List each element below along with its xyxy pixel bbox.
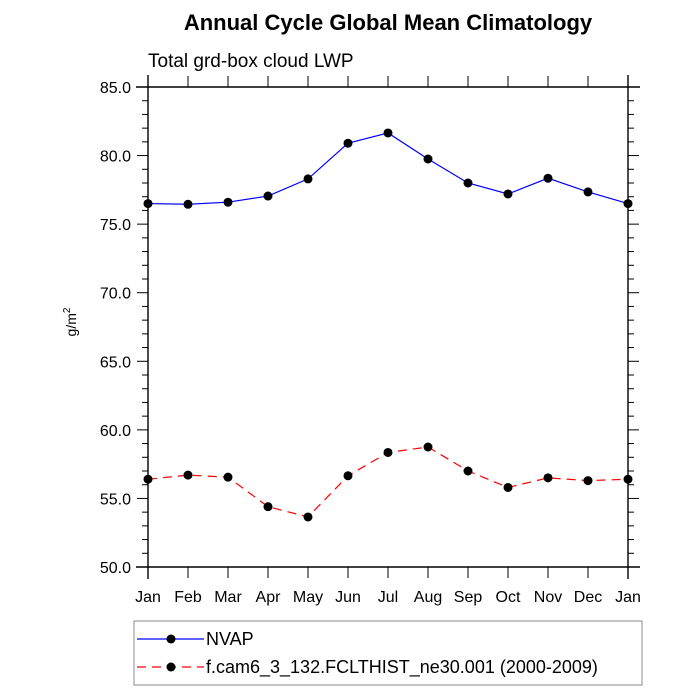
x-tick-label: Apr [256,589,282,606]
legend-item: f.cam6_3_132.FCLTHIST_ne30.001 (2000-200… [137,657,598,678]
data-point [263,502,273,512]
x-tick-label: Jun [335,589,361,606]
data-point [423,154,433,164]
data-point [303,512,313,522]
series-line [147,132,629,205]
data-point [383,447,393,457]
y-tick-label: 85.0 [100,80,131,97]
x-tick-label: Oct [496,589,521,606]
data-point [223,197,233,207]
legend-marker [166,662,176,672]
x-axis-ticks: Jan Feb Mar Apr May Jun Jul Aug Sep Oct Nov Dec Jan [135,76,641,606]
legend-item: NVAP [137,629,254,649]
data-point [463,178,473,188]
series-0 [143,128,633,209]
legend-label: NVAP [206,629,254,649]
y-axis-label-unit: g/m [63,313,79,336]
y-tick-label: 80.0 [100,149,131,166]
data-point [503,482,513,492]
y-tick-label: 60.0 [100,423,131,440]
chart-title: Annual Cycle Global Mean Climatology [184,10,593,35]
data-point [343,138,353,148]
y-tick-label: 65.0 [100,354,131,371]
y-axis-ticks: 50.0 55.0 60.0 65.0 70.0 75.0 80.0 85.0 [100,80,639,577]
data-point [543,473,553,483]
data-point [343,471,353,481]
data-point [623,199,633,209]
legend-box [133,620,643,686]
series-group [143,128,633,522]
data-point [143,474,153,484]
data-point [583,476,593,486]
x-tick-label: Jan [615,589,641,606]
x-tick-label: Dec [574,589,602,606]
x-tick-label: Nov [534,589,562,606]
data-point [583,187,593,197]
data-point [463,466,473,476]
data-point [263,191,273,201]
chart-subtitle: Total grd-box cloud LWP [148,51,354,72]
data-point [503,189,513,199]
data-point [143,199,153,209]
x-tick-label: May [293,589,323,606]
y-tick-label: 55.0 [100,491,131,508]
series-line [147,446,629,518]
legend: NVAP f.cam6_3_132.FCLTHIST_ne30.001 (2000… [133,620,643,686]
y-axis-label-superscript: 2 [62,307,73,313]
data-point [223,472,233,482]
axes [136,75,640,579]
data-point [183,199,193,209]
x-tick-label: Mar [214,589,242,606]
legend-label: f.cam6_3_132.FCLTHIST_ne30.001 (2000-200… [206,657,598,678]
y-axis-label-group: g/m2 [62,307,79,336]
x-tick-label: Jul [378,589,398,606]
y-axis-label: g/m2 [62,307,79,336]
y-tick-label: 75.0 [100,217,131,234]
y-tick-label: 70.0 [100,286,131,303]
data-point [303,174,313,184]
data-point [623,474,633,484]
data-point [383,128,393,138]
data-point [183,470,193,480]
x-tick-label: Aug [414,589,442,606]
x-tick-label: Sep [454,589,483,606]
legend-marker [166,634,176,644]
data-point [423,442,433,452]
x-tick-label: Jan [135,589,161,606]
x-tick-label: Feb [174,589,202,606]
data-point [543,173,553,183]
y-tick-label: 50.0 [100,560,131,577]
series-1 [143,442,633,522]
